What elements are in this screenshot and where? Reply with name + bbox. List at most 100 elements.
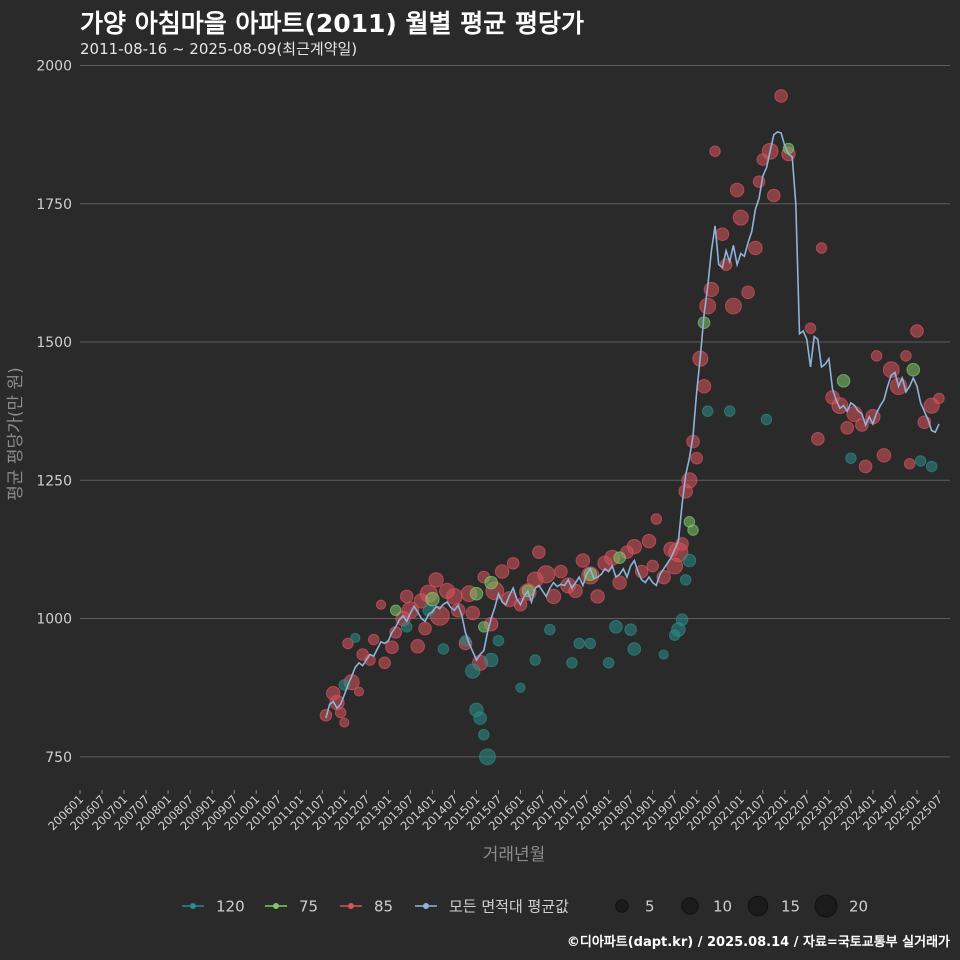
- point-120: [350, 632, 361, 643]
- point-120: [400, 621, 413, 633]
- point-85: [903, 457, 916, 470]
- point-120: [925, 460, 938, 473]
- point-85: [612, 575, 627, 590]
- point-85: [870, 350, 883, 362]
- point-120: [609, 620, 623, 634]
- point-85: [590, 589, 605, 604]
- y-tick-label: 2000: [36, 59, 72, 75]
- point-85: [732, 209, 749, 226]
- legend-swatch-dot: [348, 903, 354, 909]
- legend: 120 75 85 모든 면적대 평균값 5 10 15 20: [182, 894, 868, 918]
- y-tick-label: 1750: [36, 197, 72, 213]
- point-85: [804, 322, 817, 334]
- chart-title: 가양 아침마을 아파트(2011) 월별 평균 평당가: [80, 9, 584, 38]
- point-120: [478, 728, 490, 741]
- x-tick-labels: 2006012006072007012007072008012008072009…: [45, 790, 945, 833]
- grid: [80, 65, 950, 758]
- legend-size-label: 15: [781, 898, 800, 916]
- point-85: [767, 188, 781, 203]
- y-tick-label: 1500: [36, 335, 72, 351]
- source-caption: ©디아파트(dapt.kr) / 2025.08.14 / 자료=국토교통부 실…: [566, 935, 950, 950]
- point-85: [741, 285, 755, 300]
- x-axis-label: 거래년월: [483, 845, 546, 865]
- point-75: [389, 604, 402, 617]
- legend-size-circle: [615, 899, 629, 913]
- point-85: [729, 182, 745, 198]
- point-85: [537, 565, 556, 584]
- legend-label: 75: [299, 898, 318, 916]
- point-85: [399, 589, 414, 604]
- point-85: [646, 559, 659, 573]
- point-85: [650, 513, 663, 525]
- point-85: [378, 656, 391, 670]
- point-120: [679, 574, 692, 586]
- point-85: [367, 633, 380, 646]
- point-85: [876, 448, 892, 463]
- point-75: [906, 362, 921, 377]
- y-tick-label: 750: [45, 750, 72, 766]
- point-120: [724, 405, 736, 417]
- point-85: [910, 324, 924, 338]
- point-120: [573, 637, 585, 650]
- legend-size-label: 5: [645, 898, 655, 916]
- point-85: [494, 564, 510, 579]
- point-120: [627, 642, 642, 656]
- point-120: [658, 649, 669, 660]
- point-75: [469, 586, 484, 601]
- legend-size-circle: [814, 894, 838, 918]
- point-85: [748, 240, 763, 256]
- point-85: [811, 432, 825, 446]
- legend-size-label: 20: [849, 898, 868, 916]
- point-75: [613, 551, 626, 565]
- point-85: [815, 242, 828, 254]
- average-price-line: [325, 131, 940, 719]
- point-120: [465, 663, 481, 679]
- legend-size-circle: [747, 895, 769, 917]
- point-85: [725, 297, 742, 315]
- point-85: [554, 564, 568, 579]
- point-120: [682, 553, 697, 568]
- point-85: [699, 297, 717, 315]
- point-75: [687, 524, 699, 536]
- y-tick-labels: 750 1000 1250 1500 1750 2000: [36, 59, 72, 766]
- y-axis-label: 평균 평당가(만 원): [6, 367, 26, 501]
- point-120: [515, 682, 526, 693]
- legend-swatch-dot: [423, 903, 429, 909]
- point-85: [353, 686, 365, 697]
- legend-label: 85: [374, 898, 393, 916]
- legend-swatch-dot: [273, 903, 279, 909]
- point-85: [418, 621, 432, 636]
- point-120: [845, 452, 857, 464]
- point-120: [566, 657, 578, 669]
- legend-swatch-dot: [190, 903, 196, 909]
- point-85: [831, 397, 849, 415]
- point-120: [602, 657, 615, 669]
- point-75: [836, 373, 851, 388]
- legend-size-label: 10: [713, 898, 732, 916]
- point-85: [465, 605, 481, 621]
- point-120: [483, 652, 499, 668]
- legend-size-circle: [681, 897, 699, 915]
- point-85: [641, 533, 657, 549]
- y-tick-label: 1000: [36, 612, 72, 628]
- point-120: [701, 405, 714, 417]
- point-85: [626, 539, 642, 555]
- point-120: [584, 637, 596, 650]
- point-85: [339, 717, 350, 728]
- point-85: [375, 599, 387, 610]
- y-tick-label: 1250: [36, 473, 72, 489]
- point-120: [473, 711, 487, 725]
- point-85: [428, 572, 444, 588]
- point-85: [900, 350, 912, 362]
- scatter-points: [319, 89, 945, 766]
- point-85: [933, 392, 945, 405]
- point-120: [529, 654, 541, 666]
- point-85: [385, 640, 399, 655]
- point-85: [506, 556, 520, 570]
- point-120: [914, 455, 927, 467]
- point-85: [858, 459, 873, 474]
- point-120: [437, 643, 450, 655]
- point-85: [715, 227, 730, 242]
- point-75: [425, 591, 440, 607]
